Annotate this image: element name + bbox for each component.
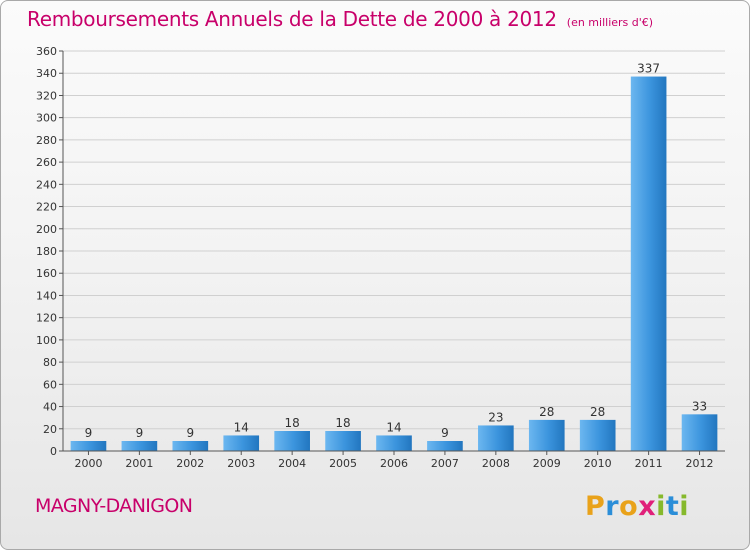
data-label: 14 [386, 420, 401, 434]
bar [376, 435, 412, 451]
bar [427, 441, 463, 451]
y-tick-label: 320 [36, 89, 57, 102]
proxiti-logo: Proxiti [585, 491, 689, 522]
x-tick-label: 2000 [74, 457, 102, 470]
y-tick-label: 240 [36, 178, 57, 191]
data-label: 337 [637, 62, 660, 76]
y-tick-label: 360 [36, 45, 57, 58]
x-tick-label: 2009 [533, 457, 561, 470]
logo-letter: o [619, 491, 639, 522]
y-tick-label: 100 [36, 334, 57, 347]
data-label: 28 [539, 405, 554, 419]
bar [528, 419, 565, 451]
data-label: 28 [590, 405, 605, 419]
x-tick-label: 2012 [686, 457, 714, 470]
data-label: 33 [692, 399, 707, 413]
bar [681, 414, 718, 451]
logo-letter: t [665, 491, 680, 522]
data-label: 18 [285, 416, 300, 430]
x-tick-label: 2004 [278, 457, 306, 470]
y-tick-label: 120 [36, 312, 57, 325]
y-tick-label: 220 [36, 201, 57, 214]
data-label: 14 [234, 420, 249, 434]
logo-letter: r [605, 491, 620, 522]
y-tick-label: 60 [43, 378, 57, 391]
chart-subtitle: (en milliers d'€) [566, 16, 654, 29]
y-tick-label: 180 [36, 245, 57, 258]
logo-letter: x [638, 491, 657, 522]
y-tick-label: 80 [43, 356, 57, 369]
logo-letter: i [656, 491, 666, 522]
labels: 0 20 40 60 80 100 120 140 160 180 200 220 240 260 280 3… [36, 45, 714, 470]
y-tick-label: 140 [36, 289, 57, 302]
bar [630, 76, 667, 452]
x-tick-label: 2011 [635, 457, 663, 470]
bar [478, 425, 514, 451]
data-label: 9 [85, 426, 93, 440]
y-tick-label: 40 [43, 401, 57, 414]
data-label: 9 [136, 426, 144, 440]
grid-lines [63, 50, 725, 430]
x-tick-label: 2010 [584, 457, 612, 470]
x-tick-label: 2002 [176, 457, 204, 470]
x-tick-label: 2005 [329, 457, 357, 470]
y-tick-label: 300 [36, 112, 57, 125]
bar [223, 435, 260, 451]
x-tick-label: 2006 [380, 457, 408, 470]
y-tick-label: 0 [50, 445, 57, 458]
bar [121, 441, 158, 451]
x-tick-label: 2003 [227, 457, 255, 470]
commune-name: MAGNY-DANIGON [35, 495, 193, 517]
y-tick-label: 200 [36, 223, 57, 236]
data-label: 9 [441, 426, 449, 440]
x-tick-label: 2007 [431, 457, 459, 470]
logo-letter: P [585, 491, 606, 522]
bar [579, 419, 616, 451]
chart-title-text: Remboursements Annuels de la Dette de 20… [27, 7, 557, 31]
bar [274, 431, 310, 451]
y-tick-label: 280 [36, 134, 57, 147]
data-label: 9 [186, 426, 194, 440]
bar [325, 431, 361, 451]
axes [59, 50, 725, 455]
bars [70, 76, 718, 452]
data-label: 23 [488, 410, 503, 424]
y-tick-label: 20 [43, 423, 57, 436]
x-tick-label: 2008 [482, 457, 510, 470]
bar [70, 441, 107, 451]
data-label: 18 [335, 416, 350, 430]
chart-title: Remboursements Annuels de la Dette de 20… [27, 7, 653, 31]
logo-letter: i [679, 491, 690, 522]
y-tick-label: 160 [36, 267, 57, 280]
y-tick-label: 340 [36, 67, 57, 80]
y-tick-label: 260 [36, 156, 57, 169]
x-tick-label: 2001 [125, 457, 153, 470]
bar [172, 441, 209, 451]
